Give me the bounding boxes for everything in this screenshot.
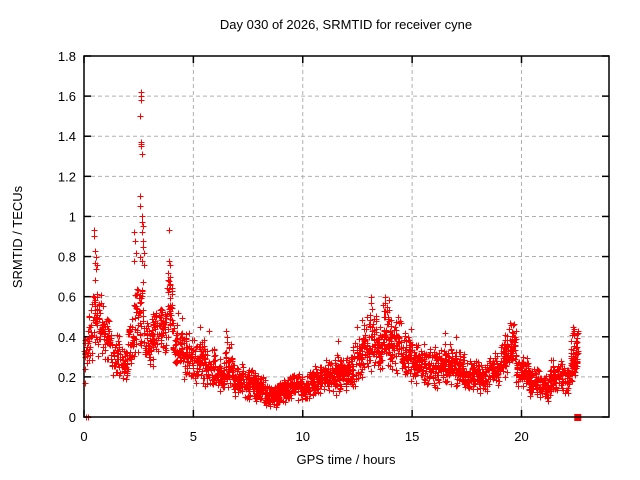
y-tick-label: 1.6 xyxy=(58,89,76,104)
y-tick-label: 0.8 xyxy=(58,250,76,265)
x-axis-label: GPS time / hours xyxy=(297,452,396,467)
x-tick-label: 0 xyxy=(80,429,87,444)
y-tick-label: 0 xyxy=(69,410,76,425)
data-point-markers xyxy=(81,89,582,421)
y-tick-label: 1.8 xyxy=(58,49,76,64)
y-tick-label: 1.2 xyxy=(58,169,76,184)
plot-border xyxy=(83,55,610,418)
y-tick-label: 0.2 xyxy=(58,370,76,385)
scatter-points xyxy=(81,89,582,421)
gridlines xyxy=(84,56,609,417)
y-tick-label: 0.6 xyxy=(58,290,76,305)
y-tick-label: 1 xyxy=(69,209,76,224)
y-axis-label: SRMTID / TECUs xyxy=(10,185,25,288)
x-tick-label: 15 xyxy=(405,429,419,444)
tick-labels: 0 5 10 15 20 0 0.2 0.4 0.6 0.8 1 1.2 1.4 1.6 1.8 xyxy=(58,49,529,444)
chart-title: Day 030 of 2026, SRMTID for receiver cyn… xyxy=(220,17,472,32)
x-tick-label: 20 xyxy=(514,429,528,444)
x-tick-label: 5 xyxy=(190,429,197,444)
y-tick-label: 1.4 xyxy=(58,129,76,144)
y-tick-label: 0.4 xyxy=(58,330,76,345)
x-tick-label: 10 xyxy=(296,429,310,444)
